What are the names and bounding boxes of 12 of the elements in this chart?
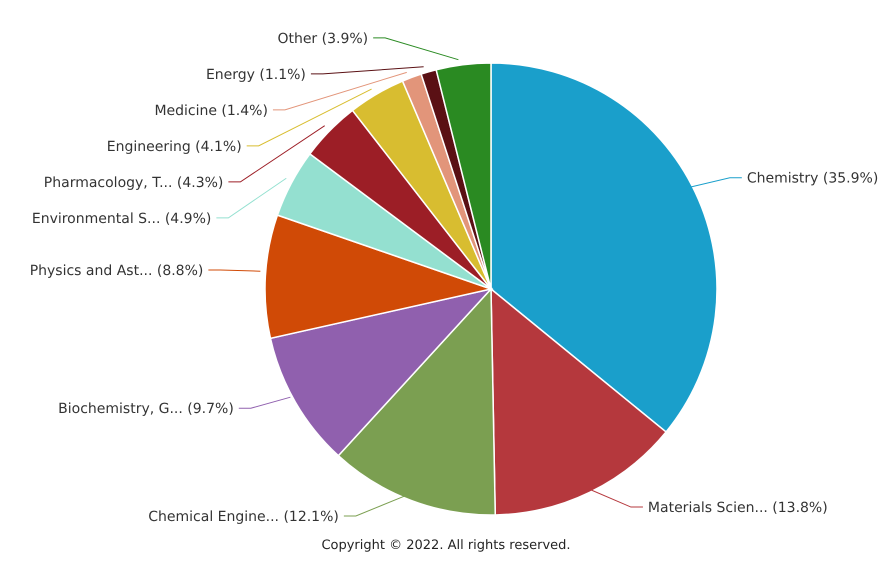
slice-label: Chemical Engine... (12.1%): [148, 508, 339, 525]
slice-label: Chemistry (35.9%): [746, 170, 878, 187]
slice-label: Environmental S... (4.9%): [32, 210, 212, 227]
slice-label: Energy (1.1%): [206, 66, 306, 83]
text: Copyright © 2022. All rights reserved.: [320, 538, 572, 553]
slice-label: Pharmacology, T... (4.3%): [44, 174, 224, 191]
slice-label: Physics and Ast... (8.8%): [30, 262, 204, 279]
slice-label: Other (3.9%): [277, 30, 368, 47]
slice-label: Medicine (1.4%): [154, 102, 268, 119]
slice-label: Materials Scien... (13.8%): [648, 500, 828, 516]
slice-label: Biochemistry, G... (9.7%): [58, 401, 234, 418]
slice-label: Engineering (4.1%): [106, 138, 242, 155]
